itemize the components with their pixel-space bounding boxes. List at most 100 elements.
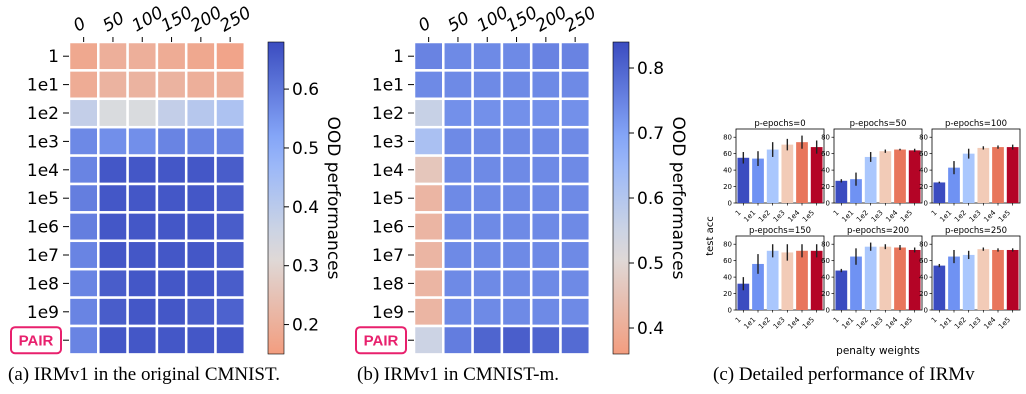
x-tick-label: 1e1 [938, 209, 953, 224]
heatmap-cell [529, 97, 562, 129]
bar [766, 250, 779, 310]
y-tick-label: 20 [723, 183, 732, 191]
y-tick-label: 20 [919, 290, 928, 298]
bar [977, 147, 990, 203]
heatmap-cell [184, 211, 217, 243]
heatmap-cell [214, 182, 247, 214]
heatmap-cell [529, 125, 562, 157]
heatmap-cell [471, 182, 504, 214]
x-tick-label: 1e2 [855, 316, 870, 331]
heatmap-cell [214, 154, 247, 186]
heatmap-cell [412, 267, 445, 299]
bar [933, 265, 946, 310]
heatmap-cell [529, 40, 562, 72]
colorbar-tick-label: 0.8 [637, 59, 664, 79]
bar [962, 254, 975, 310]
heatmap-cell [97, 97, 129, 129]
heatmap-cell [184, 239, 217, 271]
colorbar-label: OOD performances [668, 117, 688, 280]
heatmap-cell [126, 324, 159, 356]
heatmap-cell [442, 324, 474, 356]
y-tick-label: 1e1 [372, 76, 404, 96]
heatmap-cell [500, 296, 533, 328]
heatmap-cell [67, 296, 100, 328]
heatmap-cell [412, 97, 445, 129]
bar [796, 250, 808, 310]
x-tick-label: 1e2 [757, 316, 772, 331]
bar [737, 157, 750, 203]
heatmap-cell [412, 40, 445, 72]
heatmap-cell [155, 125, 188, 157]
bar [810, 147, 823, 203]
bar [781, 144, 794, 203]
bar [796, 142, 808, 203]
heatmap-cell [500, 97, 533, 129]
subplot-title: p-epochs=100 [945, 119, 1007, 129]
y-tick-label: 1e3 [372, 132, 404, 152]
x-tick-label: 50 [99, 8, 128, 36]
heatmap-cell [214, 239, 247, 271]
x-tick-label: 1e1 [840, 209, 855, 224]
caption-b: (b) IRMv1 in CMNIST-m. [357, 364, 559, 385]
y-tick-label: 1e2 [372, 104, 404, 124]
y-tick-label: 40 [919, 274, 928, 282]
y-tick-label: 1e3 [27, 132, 59, 152]
heatmap-cell [412, 69, 445, 101]
heatmap-cell [126, 211, 159, 243]
x-tick-label: 1e1 [742, 316, 757, 331]
subplot-frame [833, 128, 923, 204]
y-tick-label: 20 [821, 290, 830, 298]
heatmap-cell [471, 296, 504, 328]
heatmap-cell [442, 125, 474, 157]
heatmap-cell [442, 182, 474, 214]
heatmap-cell [214, 267, 247, 299]
heatmap-cell [471, 69, 504, 101]
heatmap-cell [67, 211, 100, 243]
y-tick-label: 80 [919, 134, 928, 142]
y-tick-label-highlight: PAIR [19, 333, 54, 350]
heatmap-cell [559, 97, 592, 129]
heatmap-cell [471, 40, 504, 72]
heatmap-cell [529, 154, 562, 186]
heatmap-cell [442, 296, 474, 328]
subplot-5: p-epochs=250 1 1e1 1e2 1e3 1e4 1e5 0 20 40 60 80 [919, 226, 1021, 331]
y-tick-label: 0 [826, 307, 830, 315]
y-tick-label: 1e9 [27, 303, 59, 323]
y-tick-label: 20 [723, 290, 732, 298]
heatmap-cell [67, 182, 100, 214]
bar-panel: p-epochs=01 1e1 1e2 1e3 1e4 1e5020406080p-epo… [705, 119, 1021, 357]
heatmap-cell [442, 239, 474, 271]
x-tick-label: 1 [734, 209, 743, 218]
heatmap-cell [155, 239, 188, 271]
bar [992, 147, 1004, 203]
bar [810, 250, 823, 310]
heatmap-cell [529, 239, 562, 271]
heatmap-cell [214, 69, 247, 101]
y-tick-label: 60 [919, 257, 928, 265]
y-tick-label: 1e7 [372, 246, 404, 266]
heatmap-cell [559, 239, 592, 271]
heatmap-cell [67, 69, 100, 101]
heatmap-cell [442, 97, 474, 129]
heatmap-cell [500, 239, 533, 271]
x-tick-label: 1 [832, 316, 841, 325]
x-tick-label: 1e5 [801, 209, 816, 224]
y-tick-label: 1 [48, 47, 59, 67]
y-tick-label: 1e2 [27, 104, 59, 124]
caption-a: (a) IRMv1 in the original CMNIST. [8, 364, 280, 385]
subplot-title: p-epochs=200 [847, 226, 909, 236]
heatmap-cell [559, 267, 592, 299]
x-tick-label: 1e1 [840, 316, 855, 331]
heatmap-cell [155, 40, 188, 72]
colorbar-tick-label: 0.5 [292, 139, 319, 159]
y-tick-label: 1e4 [27, 161, 59, 181]
heatmap-cell [67, 267, 100, 299]
heatmap-cell [67, 40, 100, 72]
heatmap-cell [155, 97, 188, 129]
heatmap-cell [559, 182, 592, 214]
heatmap-cell [529, 211, 562, 243]
heatmap-cell [471, 125, 504, 157]
y-tick-label: 40 [723, 274, 732, 282]
bar [977, 249, 990, 310]
